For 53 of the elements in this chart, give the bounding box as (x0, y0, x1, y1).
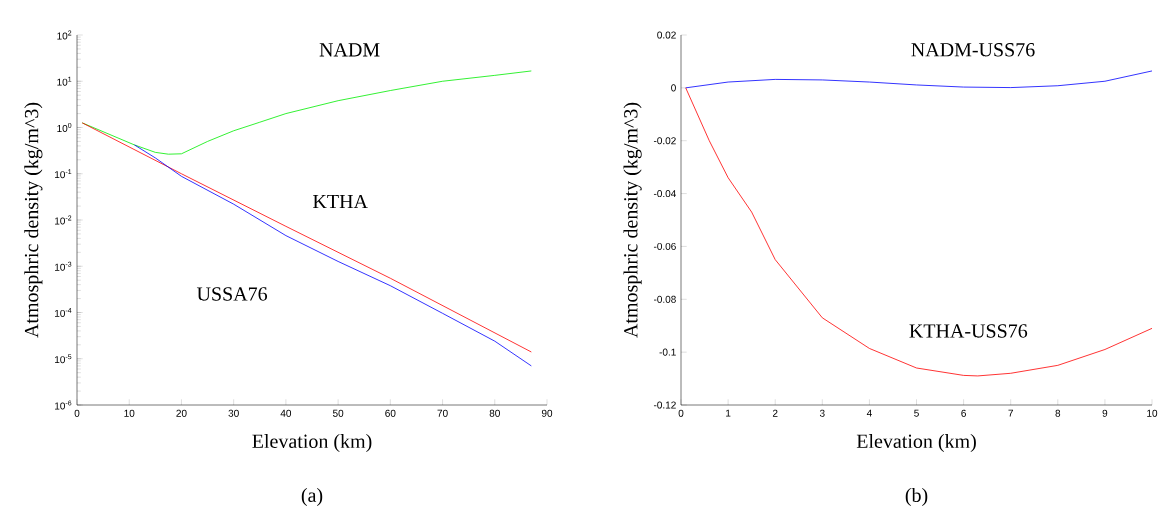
y-tick-label: -0.02 (653, 137, 676, 145)
y-tick-label: 10$^{-2}$ (55, 215, 72, 225)
y-tick-label: -0.04 (653, 190, 676, 198)
line-series (134, 144, 532, 367)
y-tick-label: -0.08 (653, 295, 676, 303)
x-tick-label: 7 (1008, 409, 1013, 417)
x-tick-label: 5 (914, 409, 919, 417)
y-axis-title: Atmosphric density (kg/m^3) (623, 102, 642, 338)
y-tick-label: 10$^{-5}$ (55, 354, 72, 364)
text: USSA76 (196, 287, 268, 301)
line-series (685, 87, 1153, 377)
x-tick-label: 30 (228, 409, 239, 417)
x-tick-label: 60 (385, 409, 396, 417)
y-tick-label: 10$^{-1}$ (55, 169, 72, 179)
x-tick-label: 0 (74, 409, 80, 417)
series-label: NADM (319, 43, 380, 57)
series-label: NADM-USS76 (911, 43, 1035, 57)
x-tick-label: 6 (961, 409, 966, 417)
x-tick-label: 40 (280, 409, 292, 417)
line-series (685, 70, 1153, 89)
line-series (81, 122, 532, 353)
series-label: KTHA (313, 194, 368, 209)
x-tick-label: 3 (819, 409, 825, 417)
x-tick-label: 0 (678, 409, 684, 417)
text: (a) (301, 487, 323, 507)
y-tick-label: -0.12 (653, 401, 676, 409)
y-tick-label: 10$^{2}$ (57, 30, 72, 40)
x-tick-label: 2 (772, 409, 778, 417)
y-tick-label: 10$^{-3}$ (55, 261, 72, 271)
y-tick-label: -0.06 (653, 242, 676, 250)
x-tick-label: 70 (437, 409, 448, 417)
x-tick-label: 10 (124, 409, 135, 417)
x-tick-label: 1 (726, 409, 731, 417)
y-tick-label: 10$^{-4}$ (55, 308, 72, 317)
x-tick-label: 9 (1102, 409, 1108, 417)
x-axis-title: Elevation (km) (856, 433, 976, 453)
x-tick-label: 80 (489, 409, 500, 417)
y-tick-label: 10$^{0}$ (57, 122, 72, 133)
y-tick-label: 0 (671, 84, 676, 92)
x-tick-label: 4 (866, 409, 872, 417)
x-tick-label: 10 (1147, 409, 1158, 417)
x-axis-title: Elevation (km) (252, 433, 372, 453)
y-tick-label: 10$^{1}$ (57, 76, 72, 86)
x-tick-label: 50 (332, 409, 344, 417)
y-axis-title: Atmosphric density (kg/m^3) (24, 102, 43, 338)
y-tick-label: 0.02 (657, 31, 676, 39)
series-label: KTHA-USS76 (909, 324, 1028, 338)
y-tick-label: 10$^{-6}$ (55, 400, 72, 410)
text: (b) (905, 487, 928, 507)
x-tick-label: 20 (176, 409, 187, 417)
x-tick-label: 8 (1055, 409, 1061, 417)
x-tick-label: 90 (541, 409, 553, 417)
y-tick-label: -0.1 (659, 348, 676, 356)
